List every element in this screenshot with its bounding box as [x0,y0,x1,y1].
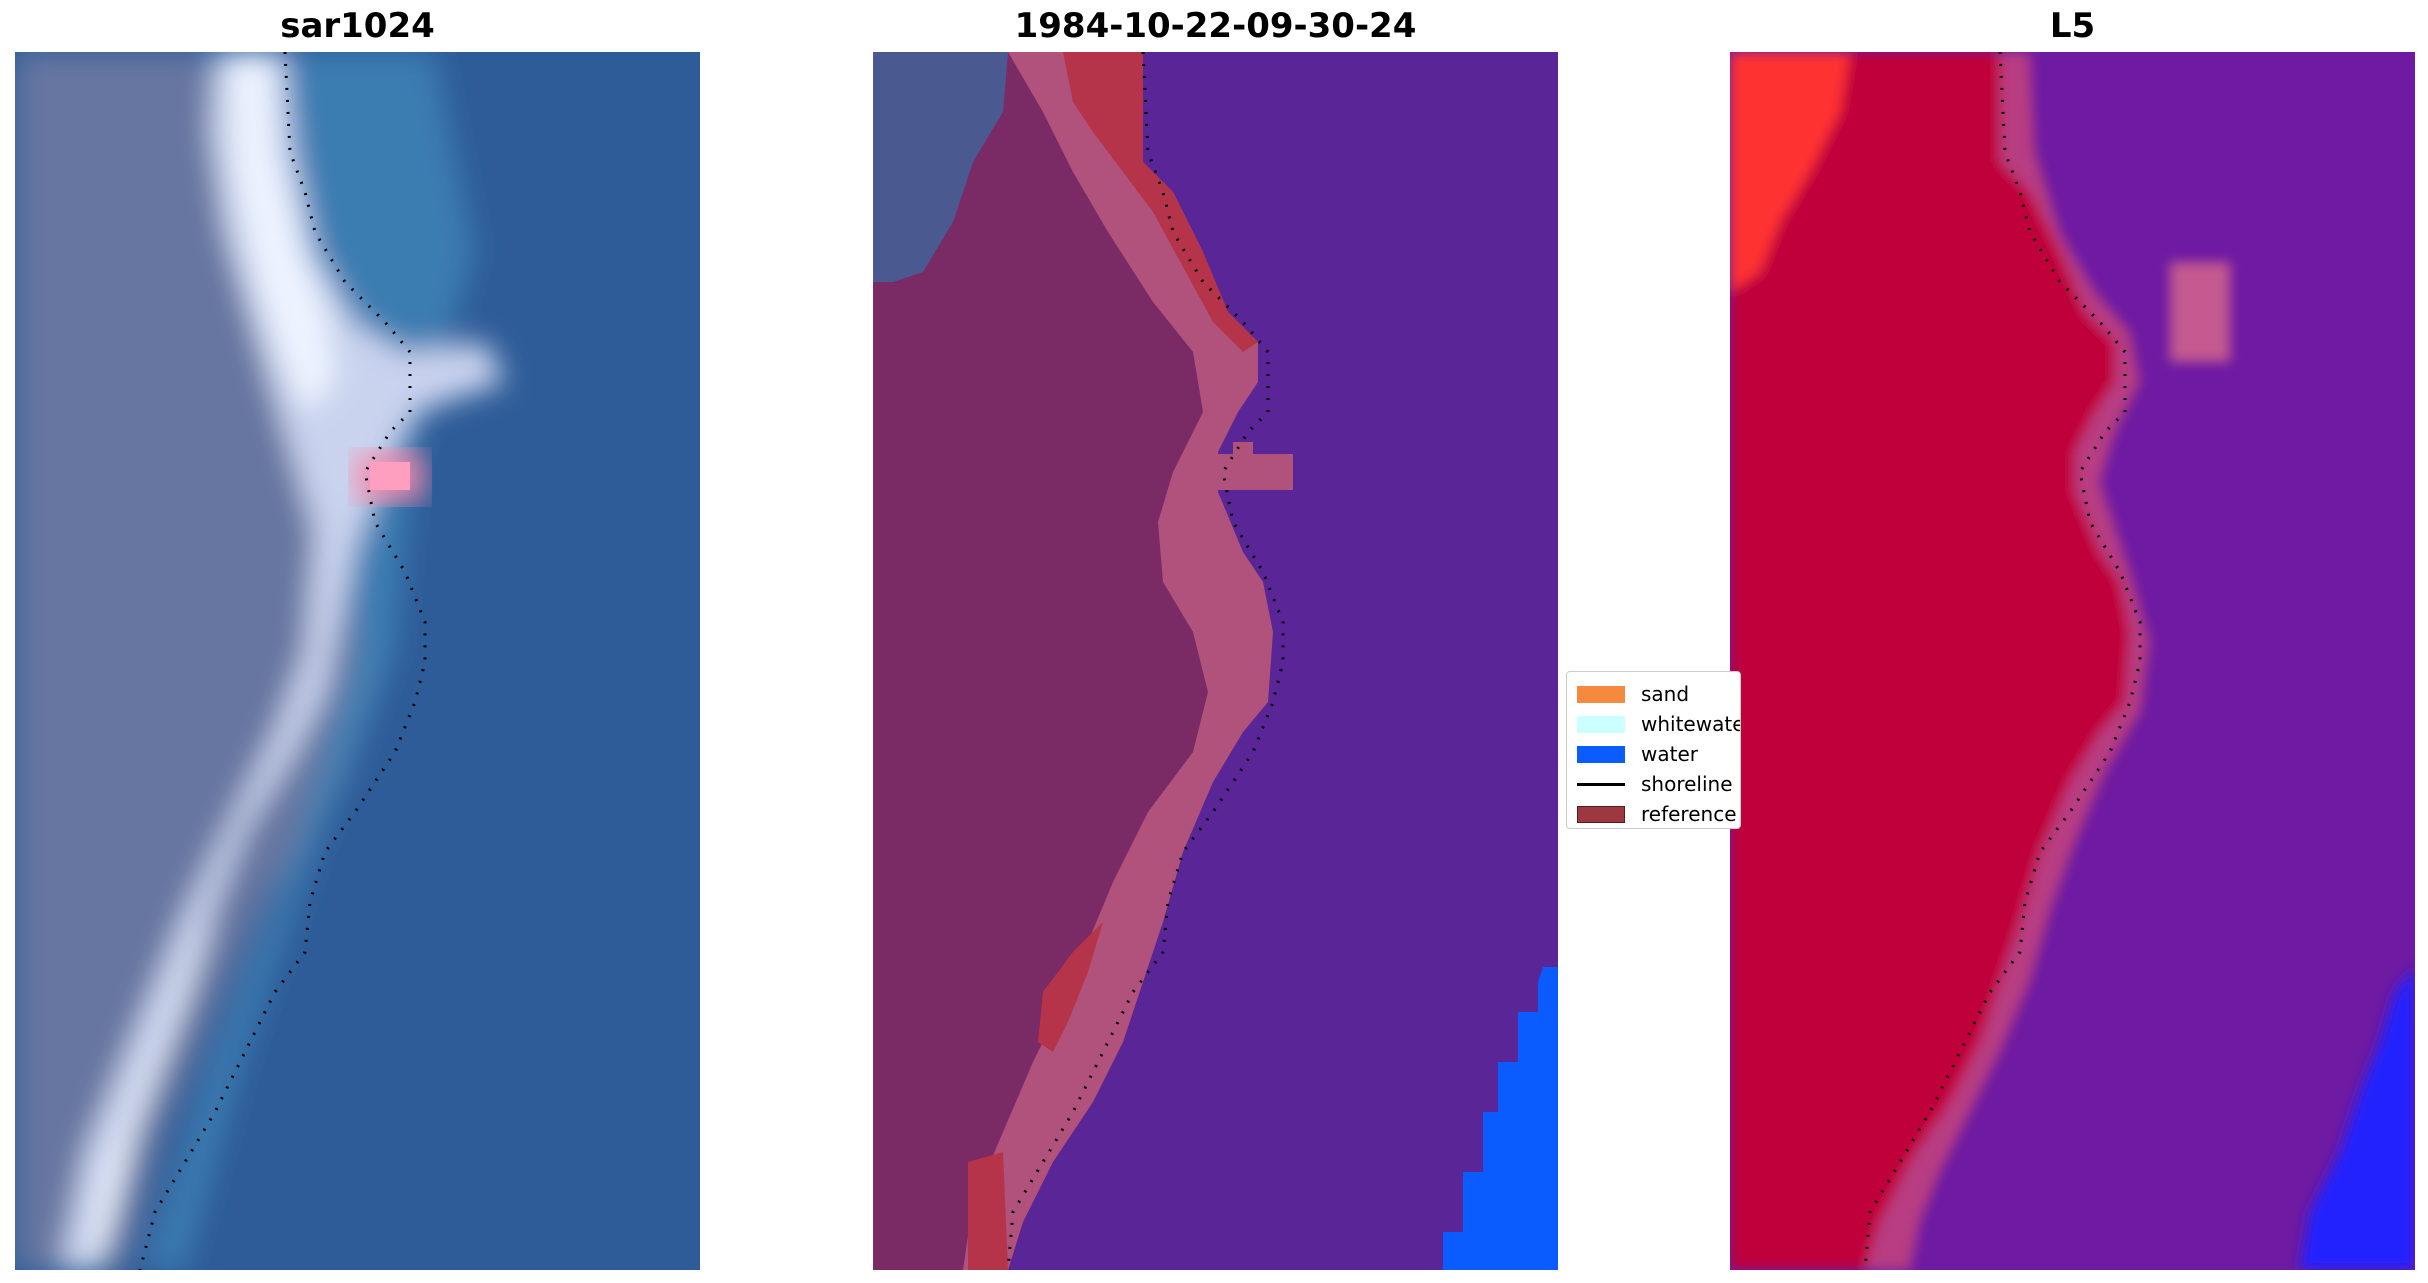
classified-image [873,52,1558,1270]
sar-image-panel [15,52,700,1270]
legend-swatch-reference [1577,805,1625,823]
legend-label: whitewater [1641,712,1740,736]
panel-title-3: L5 [2049,6,2096,46]
legend-swatch-whitewater [1577,715,1625,733]
l5-image-panel [1730,52,2415,1270]
legend-label: water [1641,742,1698,766]
l5-image [1730,52,2415,1270]
legend-swatch-sand [1577,685,1625,703]
legend-label: reference [1641,802,1737,826]
legend-item-whitewater: whitewater [1577,711,1740,737]
legend-item-shoreline: shoreline [1577,771,1733,797]
sar-image [15,52,700,1270]
legend-line-shoreline [1577,782,1625,786]
panel-title-1: sar1024 [280,6,435,46]
legend-item-sand: sand [1577,681,1689,707]
legend-label: sand [1641,682,1690,706]
legend-item-reference: reference [1577,801,1737,827]
legend-swatch-water [1577,745,1625,763]
legend: sand whitewater water shoreline referenc… [1566,671,1741,829]
legend-item-water: water [1577,741,1698,767]
panel-title-2: 1984-10-22-09-30-24 [1014,6,1417,46]
legend-label: shoreline [1641,772,1733,796]
classified-image-panel [873,52,1558,1270]
